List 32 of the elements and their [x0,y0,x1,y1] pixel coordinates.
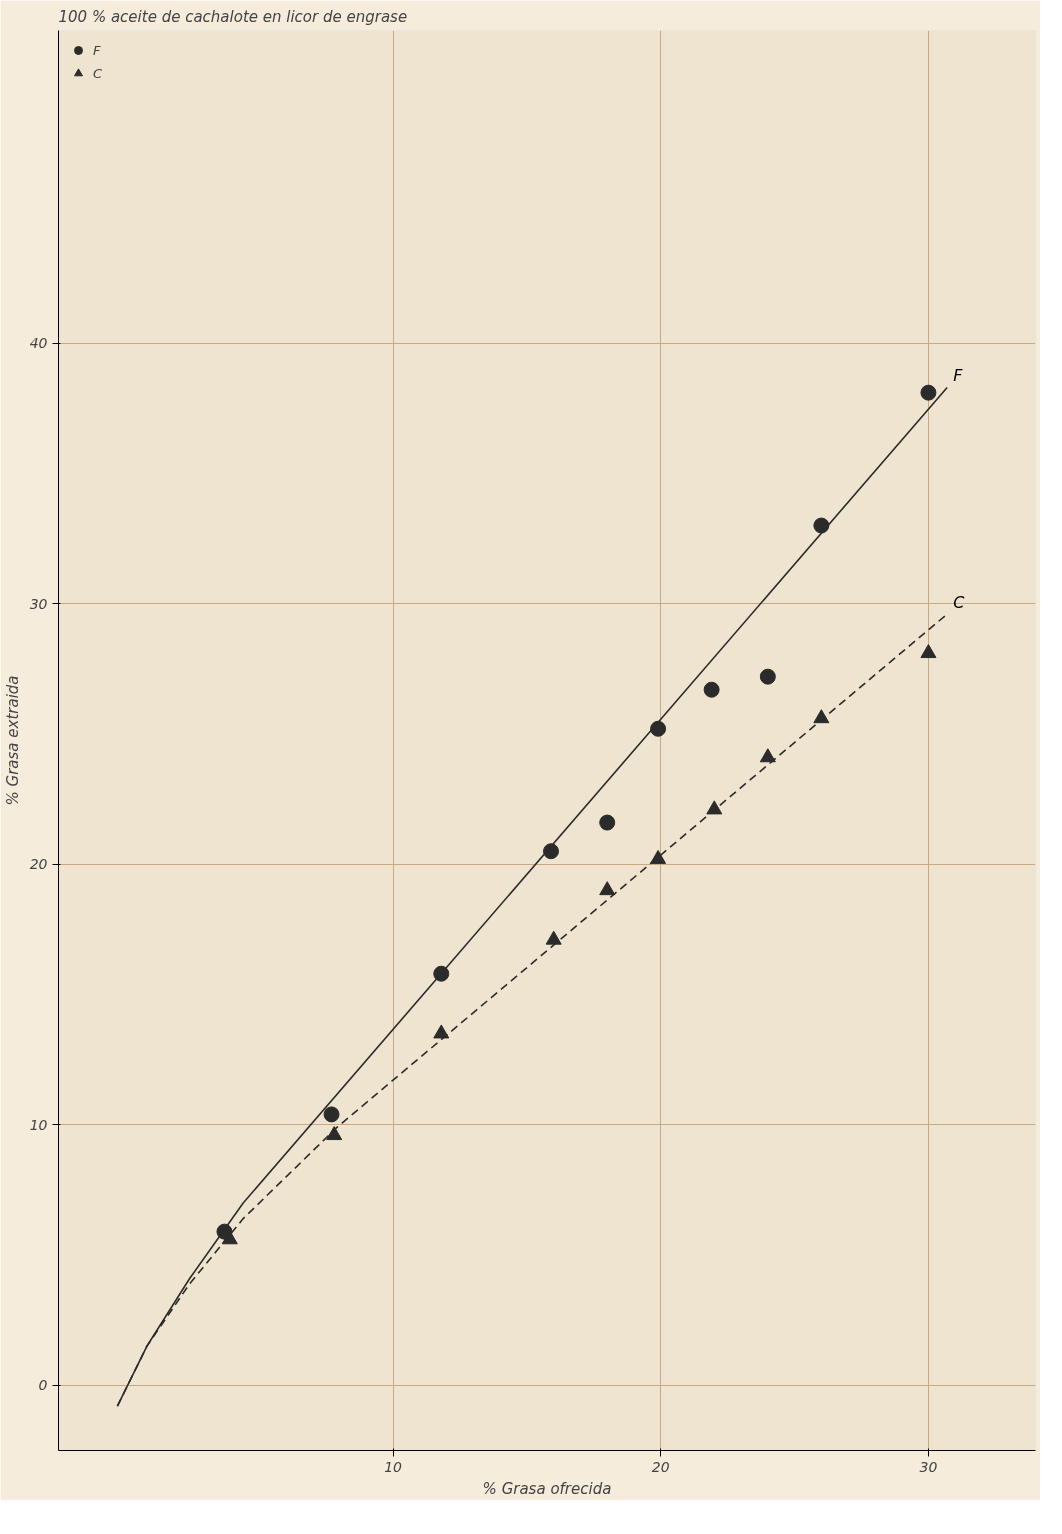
point [759,748,776,763]
point [599,814,616,831]
y-tick-label: 40 [29,335,48,352]
point [650,720,667,737]
series-label: C [953,593,966,613]
point [599,881,616,896]
point [759,668,776,685]
y-tick-label: 20 [29,856,48,873]
y-axis-title: % Grasa extraida [3,675,22,806]
series-label: F [953,366,964,386]
point [920,644,937,659]
point [813,709,830,724]
x-tick-label: 30 [919,1458,938,1475]
x-axis-title: % Grasa ofrecida [482,1479,612,1498]
point [326,1126,343,1141]
point [920,384,937,401]
legend-label: F [93,42,102,58]
point [323,1106,340,1123]
point [703,681,720,698]
point [543,843,560,860]
point [433,1024,450,1039]
point [813,517,830,534]
point [706,800,723,815]
legend-label: C [93,65,104,81]
chart-title: 100 % aceite de cachalote en licor de engrase [58,7,408,26]
point [650,849,667,864]
point [545,930,562,945]
y-tick-label: 0 [38,1377,48,1394]
x-tick-label: 10 [384,1458,403,1475]
y-tick-label: 10 [29,1116,48,1133]
x-tick-label: 20 [651,1458,670,1475]
y-tick-label: 30 [29,595,48,612]
